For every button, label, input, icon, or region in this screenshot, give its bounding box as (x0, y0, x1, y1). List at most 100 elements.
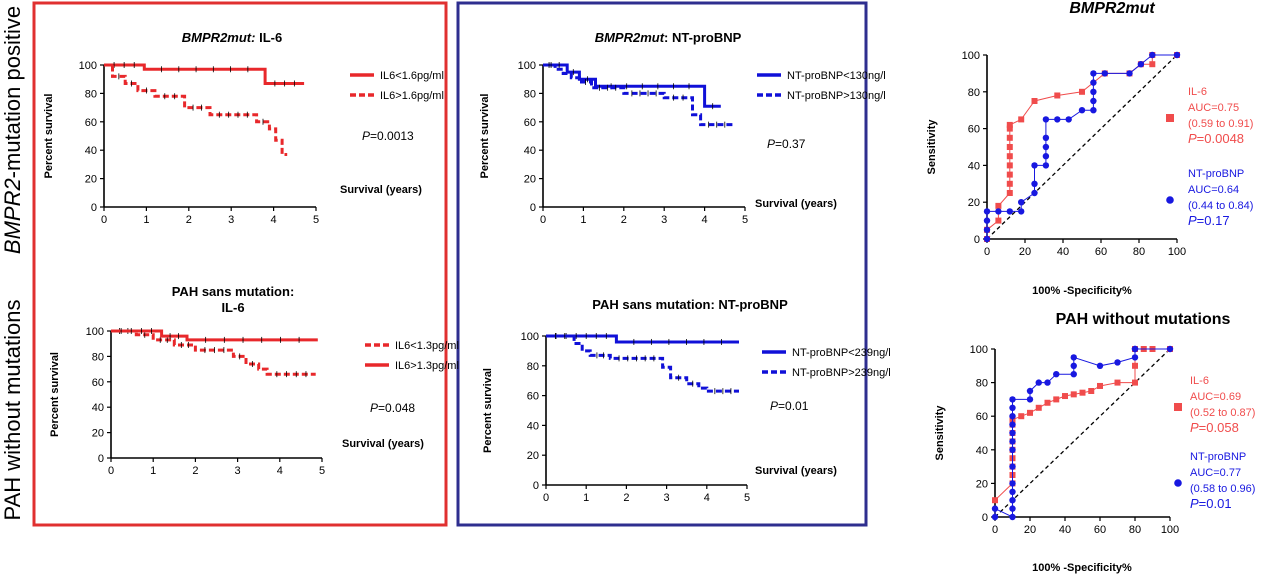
roc-point (1090, 107, 1097, 114)
y-axis-label: Percent survival (479, 94, 491, 179)
y-tick-label: 20 (976, 478, 988, 490)
legend-p-value: P=0.17 (1188, 213, 1230, 228)
survival-curve-2 (104, 63, 288, 156)
x-axis-label: Survival (years) (340, 184, 422, 196)
legend-label: NT-proBNP>239ng/l (792, 367, 891, 379)
survival-curve-2 (111, 329, 318, 342)
roc-point (1137, 60, 1145, 68)
roc-point (1090, 97, 1097, 105)
y-tick-label: 0 (533, 480, 539, 492)
x-tick-label: 2 (192, 465, 198, 477)
legend-line: IL-6 (1190, 375, 1209, 387)
roc-point (1053, 396, 1060, 403)
legend-line: (0.44 to 0.84) (1188, 200, 1253, 212)
y-tick-label: 20 (85, 174, 97, 186)
x-tick-label: 3 (235, 465, 241, 477)
x-tick-label: 2 (186, 214, 192, 226)
survival-curve-1 (104, 63, 305, 85)
p-value-letter: P (767, 137, 775, 151)
legend-line: IL-6 (1188, 86, 1207, 98)
chart-title-text: : NT-proBNP (664, 30, 742, 45)
roc-point (1006, 208, 1013, 215)
x-tick-label: 1 (580, 214, 586, 226)
legend-line: (0.52 to 0.87) (1190, 407, 1255, 419)
y-axis-label: Sensitivity (934, 405, 946, 461)
y-tick-label: 40 (976, 445, 988, 457)
survival-curve-1 (543, 63, 721, 108)
legend-marker (1174, 479, 1182, 487)
chart-title-italic: BMPR2mut (595, 30, 665, 45)
roc-point (1042, 153, 1050, 160)
x-tick-label: 100 (1161, 524, 1179, 536)
chart-title-italic: BMPR2mut: (182, 30, 256, 45)
survival-curve-2 (543, 63, 733, 127)
legend-p-value: P=0.0048 (1188, 131, 1244, 146)
p-value-number: =0.01 (1199, 496, 1232, 511)
roc-point (1126, 70, 1133, 77)
roc-point (1035, 379, 1042, 386)
x-tick-label: 1 (583, 492, 589, 504)
y-tick-label: 40 (524, 145, 536, 157)
survival-curve-1 (111, 329, 316, 376)
legend-label: NT-proBNP<130ng/l (787, 70, 886, 82)
x-axis-label: Survival (years) (755, 198, 837, 210)
y-tick-label: 60 (968, 124, 980, 136)
reference-diagonal (994, 348, 1171, 518)
y-tick-label: 60 (85, 117, 97, 129)
roc-point (1026, 396, 1034, 403)
x-tick-label: 1 (150, 465, 156, 477)
x-tick-label: 40 (1059, 524, 1071, 536)
x-tick-label: 5 (744, 492, 750, 504)
roc-point (1006, 180, 1013, 187)
p-value-number: =0.37 (775, 137, 806, 151)
x-tick-label: 80 (1133, 246, 1145, 258)
x-axis-label: 100% -Specificity% (1032, 285, 1132, 297)
y-tick-label: 0 (974, 234, 980, 246)
p-value-letter: P (770, 399, 778, 413)
y-tick-label: 60 (527, 391, 539, 403)
legend-marker (1174, 403, 1182, 411)
x-tick-label: 0 (108, 465, 114, 477)
p-value: P=0.37 (767, 137, 806, 151)
y-tick-label: 100 (518, 60, 536, 72)
chart-title: IL-6 (221, 300, 244, 315)
roc-point (1097, 382, 1103, 389)
x-tick-label: 100 (1168, 246, 1186, 258)
legend-label: IL6<1.3pg/ml (395, 340, 459, 352)
p-value-letter: P (1190, 496, 1199, 511)
roc-point (1031, 189, 1038, 197)
x-tick-label: 4 (271, 214, 277, 226)
legend-marker (1166, 196, 1174, 204)
roc-point (1018, 199, 1025, 206)
roc-point (1042, 116, 1050, 123)
roc-point (1006, 121, 1013, 128)
legend-marker (1166, 114, 1174, 122)
legend-label: IL6>1.6pg/ml (380, 90, 444, 102)
roc-point (1090, 88, 1097, 96)
x-axis-label: Survival (years) (342, 438, 424, 450)
y-tick-label: 60 (976, 411, 988, 423)
p-value-letter: P (1188, 213, 1197, 228)
legend-line: NT-proBNP (1188, 168, 1244, 180)
roc-point (1132, 362, 1138, 369)
x-tick-label: 0 (992, 524, 998, 536)
row-label-top-rest: -mutation positive (0, 6, 25, 178)
x-tick-label: 0 (540, 214, 546, 226)
roc-point (1173, 51, 1181, 59)
x-tick-label: 40 (1057, 246, 1069, 258)
p-value-letter: P (1190, 420, 1199, 435)
x-tick-label: 3 (661, 214, 667, 226)
roc-point (1079, 88, 1085, 95)
roc-point (1009, 488, 1016, 495)
p-value-letter: P (370, 401, 378, 415)
legend-label: NT-proBNP>130ng/l (787, 90, 886, 102)
roc-point (995, 217, 1002, 224)
roc-point (1009, 446, 1016, 453)
y-tick-label: 60 (524, 117, 536, 129)
roc-point (1006, 153, 1013, 160)
roc-point (1026, 387, 1034, 395)
roc-point (1009, 505, 1016, 512)
y-tick-label: 80 (527, 361, 539, 373)
roc-point (1006, 162, 1013, 169)
